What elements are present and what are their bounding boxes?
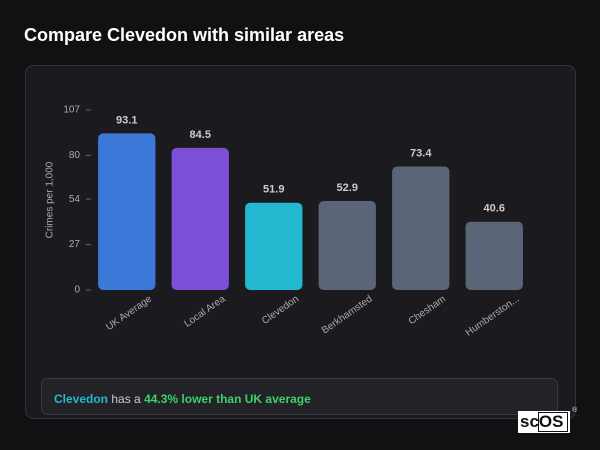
bar [318, 201, 376, 290]
value-label: 51.9 [263, 184, 284, 196]
bar [98, 133, 156, 290]
value-label: 93.1 [116, 114, 137, 126]
y-axis-label: Crimes per 1,000 [45, 161, 56, 238]
bar [171, 147, 229, 290]
logo-bg [518, 411, 570, 433]
logo-boxed: OS [539, 412, 564, 431]
value-label: 84.5 [190, 129, 211, 141]
logo-box [538, 412, 568, 432]
y-tick-label: 27 [69, 239, 81, 250]
chart-title: Compare Clevedon with similar areas [24, 25, 344, 45]
y-tick-label: 107 [63, 105, 80, 116]
summary-text: has a [111, 392, 141, 406]
summary: Clevedon has a 44.3% lower than UK avera… [54, 392, 311, 406]
summary-box [41, 378, 558, 415]
y-tick-label: 80 [69, 150, 81, 161]
value-label: 40.6 [484, 203, 505, 215]
summary-comparison: 44.3% lower than UK average [144, 392, 311, 406]
summary-area: Clevedon [54, 392, 108, 406]
bar [465, 221, 523, 290]
bar [245, 202, 303, 290]
value-label: 52.9 [337, 182, 358, 194]
bar [392, 166, 450, 290]
logo-mark: ® [572, 406, 578, 414]
logo: scOS [520, 412, 563, 431]
logo-name: sc [520, 412, 539, 431]
y-tick-label: 54 [69, 194, 81, 205]
y-tick-label: 0 [74, 285, 80, 296]
value-label: 73.4 [410, 147, 432, 159]
